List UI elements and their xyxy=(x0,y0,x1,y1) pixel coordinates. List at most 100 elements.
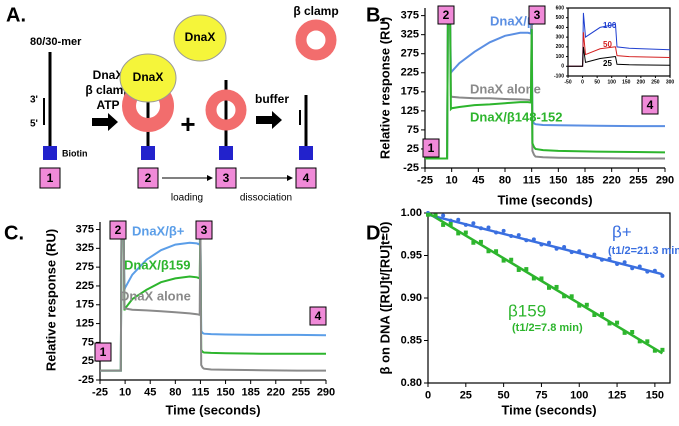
step-label: dissociation xyxy=(240,193,292,204)
biotin xyxy=(141,146,155,160)
point xyxy=(615,262,620,266)
point xyxy=(471,221,476,226)
step-box xyxy=(528,5,546,25)
reagent: DnaX xyxy=(93,68,124,82)
panel-label: C. xyxy=(4,222,24,244)
y-tick-label: 25 xyxy=(407,143,419,155)
x-tick-label: 220 xyxy=(267,387,285,399)
series-label: DnaX/β+ xyxy=(132,223,185,238)
y-tick-label: 325 xyxy=(401,29,419,41)
step-marker: 4 xyxy=(647,98,654,112)
point xyxy=(554,284,559,289)
point xyxy=(645,339,650,344)
arrow xyxy=(256,111,282,129)
series-label: 50 xyxy=(603,40,612,49)
step-marker: 4 xyxy=(315,309,322,323)
annotation: (t1/2=21.3 min) xyxy=(608,245,679,257)
step-box xyxy=(39,167,61,189)
x-tick-label: 150 xyxy=(549,175,567,187)
series-line xyxy=(425,12,665,160)
point xyxy=(478,226,483,231)
x-tick-label: 45 xyxy=(472,175,484,187)
series-label: β+ xyxy=(612,222,632,241)
step-marker: 2 xyxy=(443,8,450,22)
x-tick-label: 150 xyxy=(216,387,234,399)
y-tick-label: 0.80 xyxy=(401,377,422,389)
x-axis-title: Time (seconds) xyxy=(497,192,592,207)
y-tick-label: 175 xyxy=(401,86,419,98)
point xyxy=(524,238,529,243)
y-tick-label: 375 xyxy=(76,223,94,235)
x-axis-title: Time (seconds) xyxy=(165,402,260,417)
point xyxy=(630,266,635,271)
point xyxy=(547,240,551,245)
clamp xyxy=(295,19,337,61)
y-tick-label: 75 xyxy=(82,336,94,348)
point xyxy=(509,233,514,238)
clamp-label: β clamp xyxy=(293,4,338,18)
point xyxy=(607,321,612,326)
y-axis-title: Relative response (RU) xyxy=(43,229,58,371)
point xyxy=(441,213,446,218)
x-axis-title: Time (seconds) xyxy=(501,402,596,417)
x-tick-label: 100 xyxy=(608,79,617,85)
series-line xyxy=(568,46,671,67)
x-tick-label: 300 xyxy=(666,79,675,85)
series-label: 100 xyxy=(603,21,617,30)
x-tick-label: -25 xyxy=(92,387,108,399)
point xyxy=(584,302,589,307)
point xyxy=(637,264,642,269)
point xyxy=(622,260,627,265)
y-tick-label: 100 xyxy=(556,54,565,60)
fit-line xyxy=(427,211,664,355)
point xyxy=(524,267,529,272)
point xyxy=(539,276,544,281)
y-tick-label: 0.85 xyxy=(401,334,422,346)
point xyxy=(569,294,574,299)
point xyxy=(478,239,483,244)
y-axis-title: Relative response (RU) xyxy=(377,17,392,159)
step-marker: 2 xyxy=(115,223,122,237)
y-tick-label: 275 xyxy=(76,261,94,273)
point xyxy=(652,268,657,273)
series-label: DnaX alone xyxy=(120,288,191,303)
step-box xyxy=(94,342,112,362)
point xyxy=(592,313,597,317)
point xyxy=(660,347,665,352)
x-tick-label: 10 xyxy=(446,175,458,187)
point xyxy=(539,242,544,247)
y-tick-label: 0.95 xyxy=(401,249,422,261)
y-tick-label: 0 xyxy=(561,64,564,70)
y-tick-label: 375 xyxy=(401,10,419,22)
point xyxy=(622,330,627,335)
point xyxy=(599,257,604,262)
dnax-label: DnaX xyxy=(185,30,216,44)
x-tick-label: 115 xyxy=(523,175,541,187)
x-tick-label: 45 xyxy=(144,387,156,399)
biotin xyxy=(43,146,57,160)
step-box xyxy=(195,220,213,240)
point xyxy=(660,273,665,278)
step-marker: 3 xyxy=(534,8,541,22)
y-tick-label: 25 xyxy=(82,355,94,367)
panel-label: B. xyxy=(366,4,386,26)
step: 4 xyxy=(303,171,310,185)
point xyxy=(584,254,589,259)
point xyxy=(592,252,597,257)
x-tick-label: 100 xyxy=(570,390,588,402)
point xyxy=(554,246,559,251)
x-tick-label: 290 xyxy=(317,387,335,399)
chart: 0.80 0.85 0.90 0.95 1.00 0 25 50 75 100 125 150 D. Ti… xyxy=(366,207,679,418)
x-tick-label: -50 xyxy=(564,79,571,85)
point xyxy=(456,231,461,236)
point xyxy=(494,230,499,235)
point xyxy=(463,222,468,227)
step-box xyxy=(309,306,327,326)
point xyxy=(531,237,536,242)
y-tick-label: -25 xyxy=(78,374,94,386)
y-tick-label: 0.90 xyxy=(401,292,422,304)
point xyxy=(615,320,620,325)
series-label: β159 xyxy=(508,301,546,320)
